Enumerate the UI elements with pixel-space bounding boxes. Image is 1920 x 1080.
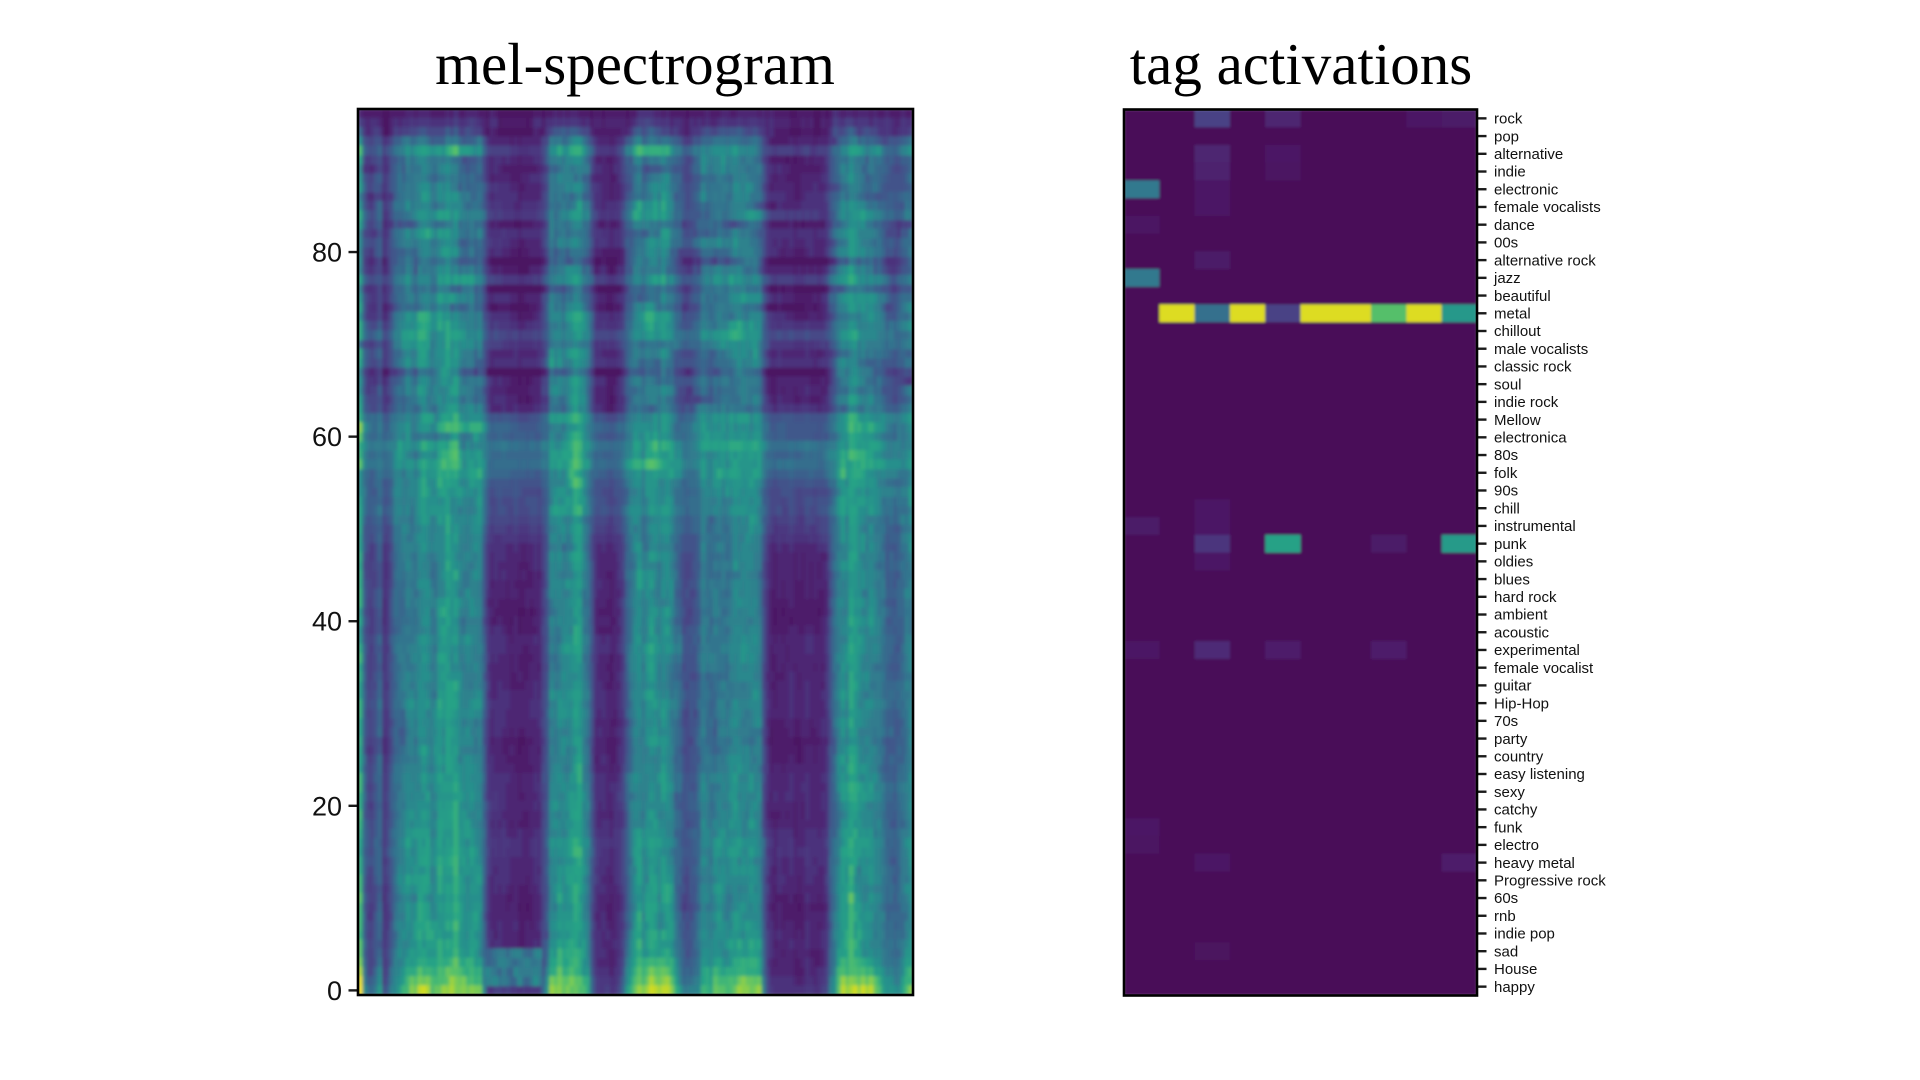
svg-text:electronica: electronica (1494, 430, 1567, 447)
svg-text:hard rock: hard rock (1494, 589, 1557, 606)
svg-text:ambient: ambient (1494, 607, 1548, 624)
svg-text:70s: 70s (1494, 713, 1518, 730)
svg-text:pop: pop (1494, 128, 1519, 145)
svg-text:female vocalist: female vocalist (1494, 660, 1594, 677)
svg-text:electro: electro (1494, 837, 1539, 854)
svg-text:40: 40 (312, 607, 342, 637)
svg-text:chill: chill (1494, 500, 1520, 517)
svg-text:folk: folk (1494, 465, 1518, 482)
svg-text:indie rock: indie rock (1494, 394, 1559, 411)
svg-text:acoustic: acoustic (1494, 624, 1550, 641)
svg-text:Hip-Hop: Hip-Hop (1494, 695, 1549, 712)
svg-text:Progressive rock: Progressive rock (1494, 873, 1606, 890)
svg-text:House: House (1494, 961, 1537, 978)
svg-text:beautiful: beautiful (1494, 288, 1551, 305)
svg-text:20: 20 (312, 791, 342, 821)
svg-text:guitar: guitar (1494, 678, 1532, 695)
svg-text:sad: sad (1494, 943, 1518, 960)
svg-text:female vocalists: female vocalists (1494, 199, 1601, 216)
svg-text:80s: 80s (1494, 447, 1518, 464)
svg-text:male vocalists: male vocalists (1494, 341, 1588, 358)
svg-text:80: 80 (312, 238, 342, 268)
svg-text:60: 60 (312, 422, 342, 452)
svg-text:soul: soul (1494, 376, 1522, 393)
svg-text:rnb: rnb (1494, 908, 1516, 925)
svg-text:funk: funk (1494, 819, 1523, 836)
svg-text:chillout: chillout (1494, 323, 1542, 340)
svg-text:0: 0 (327, 976, 342, 1006)
svg-text:rock: rock (1494, 111, 1523, 128)
svg-text:indie: indie (1494, 164, 1526, 181)
svg-text:electronic: electronic (1494, 181, 1559, 198)
svg-text:indie pop: indie pop (1494, 926, 1555, 943)
svg-text:alternative: alternative (1494, 146, 1563, 163)
svg-text:60s: 60s (1494, 890, 1518, 907)
svg-text:metal: metal (1494, 305, 1531, 322)
svg-text:catchy: catchy (1494, 802, 1538, 819)
svg-text:jazz: jazz (1493, 270, 1521, 287)
svg-text:sexy: sexy (1494, 784, 1525, 801)
svg-text:heavy metal: heavy metal (1494, 855, 1575, 872)
svg-text:instrumental: instrumental (1494, 518, 1576, 535)
svg-text:alternative rock: alternative rock (1494, 252, 1596, 269)
svg-text:experimental: experimental (1494, 642, 1580, 659)
svg-text:classic rock: classic rock (1494, 359, 1572, 376)
svg-text:happy: happy (1494, 979, 1535, 996)
svg-text:90s: 90s (1494, 483, 1518, 500)
svg-text:country: country (1494, 748, 1544, 765)
svg-text:Mellow: Mellow (1494, 412, 1541, 429)
svg-text:punk: punk (1494, 536, 1527, 553)
svg-text:party: party (1494, 731, 1528, 748)
svg-text:oldies: oldies (1494, 554, 1533, 571)
svg-text:mel-spectrogram: mel-spectrogram (435, 31, 835, 97)
svg-text:dance: dance (1494, 217, 1535, 234)
svg-text:tag activations: tag activations (1130, 31, 1472, 97)
svg-text:blues: blues (1494, 571, 1530, 588)
svg-text:easy listening: easy listening (1494, 766, 1585, 783)
svg-text:00s: 00s (1494, 235, 1518, 252)
